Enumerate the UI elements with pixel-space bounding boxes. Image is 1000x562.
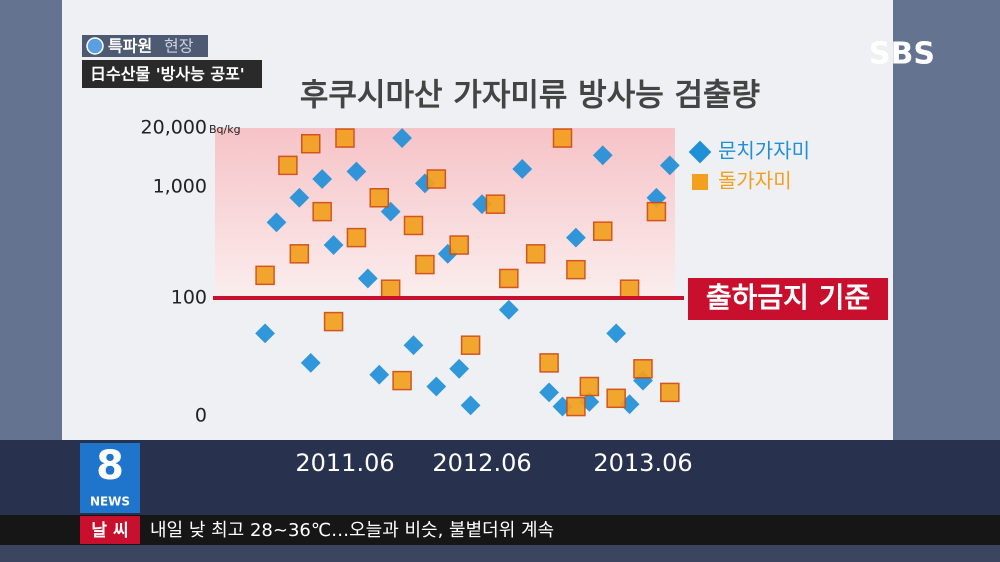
point (403, 335, 424, 356)
y-unit: Bq/kg (209, 123, 241, 136)
logo-number: 8 (96, 443, 124, 489)
channel-logo: SBS (869, 37, 935, 72)
point (278, 155, 298, 176)
news-logo (80, 443, 140, 513)
headline-box (82, 60, 262, 88)
headline: 日수산물 '방사능 공포' (90, 65, 245, 84)
point (485, 194, 506, 214)
point (346, 227, 367, 248)
point (426, 376, 447, 397)
bottom-band (0, 545, 1000, 562)
segment: 특파원 (108, 37, 152, 56)
point (449, 235, 469, 255)
point (369, 188, 389, 208)
point (312, 201, 332, 222)
point (369, 364, 390, 385)
point (660, 382, 680, 403)
point (255, 265, 275, 286)
x-tick-label: 2011.06 (295, 449, 394, 477)
point (312, 169, 333, 189)
point (539, 382, 559, 403)
point (460, 395, 481, 416)
x-tick-label: 2012.06 (432, 449, 531, 477)
point (449, 358, 470, 379)
point (335, 128, 355, 148)
point (579, 376, 600, 397)
y-tick-label: 20,000 (141, 117, 207, 139)
point (460, 335, 481, 355)
threshold-box (688, 278, 888, 320)
point (301, 133, 321, 154)
point (403, 215, 424, 236)
logo-text: NEWS (90, 495, 130, 509)
x-tick-label: 2013.06 (593, 449, 692, 477)
point (392, 370, 412, 391)
point (392, 128, 412, 148)
segment-sub: 현장 (164, 37, 194, 56)
threshold-label: 출하금지 기준 (706, 281, 870, 314)
point (255, 323, 275, 344)
point (619, 279, 640, 299)
ticker-tag-box (80, 516, 140, 544)
point (357, 268, 378, 289)
ticker-text: 내일 낮 최고 28~36℃…오늘과 비슷, 불볕더위 계속 (150, 520, 554, 541)
point (633, 359, 653, 379)
point (552, 128, 573, 148)
point (498, 299, 519, 320)
point (266, 212, 287, 233)
point (323, 311, 344, 332)
point (525, 244, 546, 264)
point (606, 323, 627, 344)
y-tick-label: 100 (171, 287, 207, 309)
point (346, 161, 367, 182)
point (606, 388, 626, 409)
ticker-band (0, 515, 1000, 545)
ticker-tag: 날 씨 (91, 521, 128, 541)
legend-marker (692, 174, 708, 190)
point (426, 169, 447, 189)
point (566, 396, 586, 417)
y-tick-label: 1,000 (153, 176, 207, 198)
point (593, 221, 613, 241)
legend-label: 돌가자미 (718, 169, 792, 193)
y-tick-label: 0 (195, 405, 207, 427)
point (289, 244, 310, 264)
point (499, 268, 519, 289)
point (539, 353, 559, 373)
globe-icon (86, 37, 104, 55)
legend-label: 문치가자미 (718, 139, 810, 163)
point (646, 201, 667, 222)
point (300, 353, 321, 373)
point (289, 187, 310, 208)
chart-title: 후쿠시마산 가자미류 방사능 검출량 (300, 78, 760, 114)
point (380, 279, 401, 299)
point (566, 259, 586, 280)
info-band (0, 440, 1000, 515)
segment-box (82, 35, 208, 57)
point (323, 235, 344, 255)
point (415, 254, 435, 275)
